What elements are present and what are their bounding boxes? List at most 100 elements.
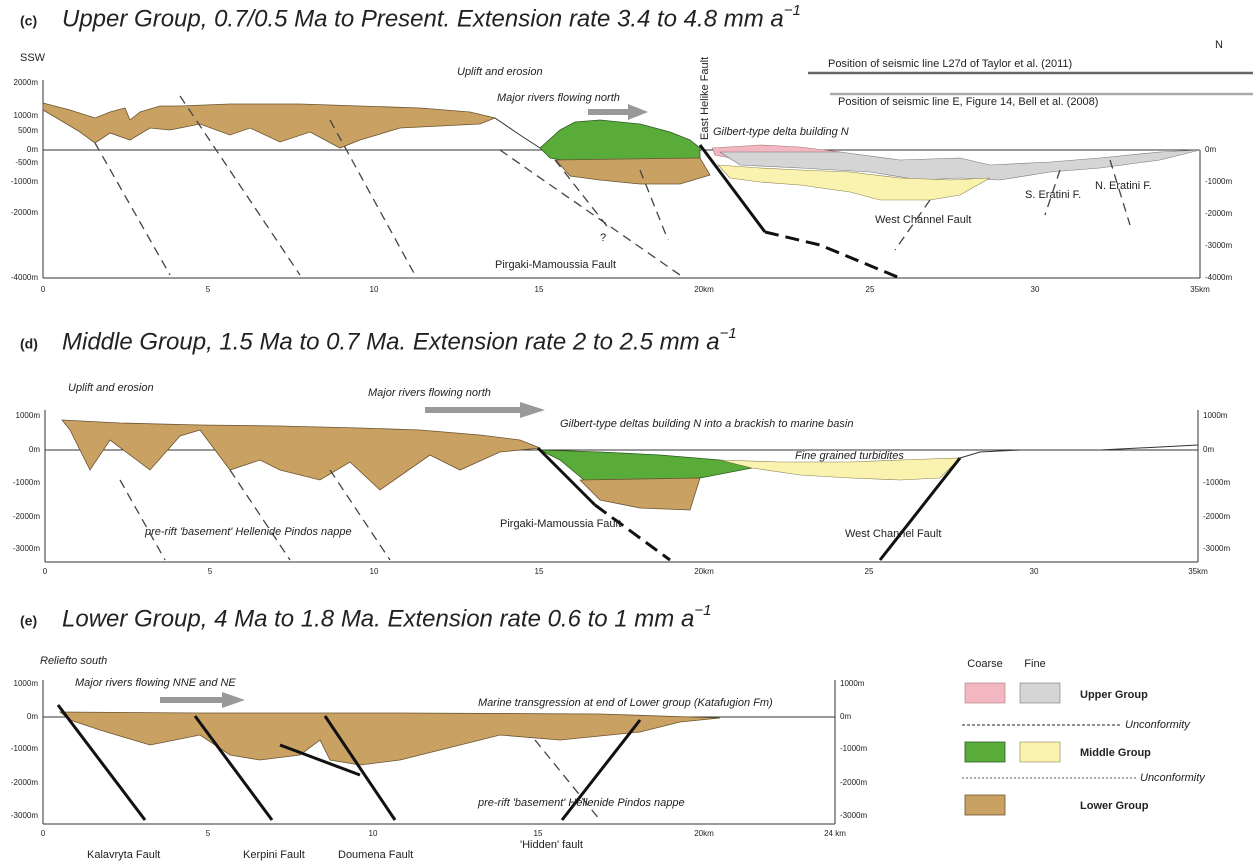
title-superscript: −1 [720,325,737,342]
annotation: Major rivers flowing NNE and NE [75,677,236,689]
y-tick-label: 2000m [14,78,39,87]
y-tick-label: 1000m [16,411,41,420]
annotation: N. Eratini F. [1095,180,1152,192]
fault-label: 'Hidden' fault [520,839,583,851]
annotation: Major rivers flowing north [497,92,620,104]
x-tick-label: 30 [1030,567,1039,576]
panel-label: (c) [20,13,37,29]
annotation: pre-rift 'basement' Hellenide Pindos nap… [477,797,685,809]
y-tick-label: 1000m [1203,411,1228,420]
x-tick-label: 0 [43,567,48,576]
annotation: Position of seismic line E, Figure 14, B… [838,96,1098,108]
y-tick-label: 1000m [14,111,39,120]
x-tick-label: 5 [206,285,211,294]
annotation: Pirgaki-Mamoussia Fault [495,259,616,271]
end-label: N [1215,39,1223,51]
y-tick-label: -4000m [1205,273,1232,282]
y-tick-label: -3000m [1205,241,1232,250]
y-tick-label: -500m [15,158,38,167]
y-tick-label: -1000m [1203,478,1230,487]
y-tick-label: 0m [27,712,38,721]
legend-label: Fine [1024,658,1045,670]
y-tick-label: -1000m [840,744,867,753]
annotation: East Helike Fault [699,57,711,140]
annotation: Uplift and erosion [68,382,154,394]
y-tick-label: -1000m [1205,177,1232,186]
y-tick-label: -2000m [13,512,40,521]
legend-label: Unconformity [1140,772,1206,784]
x-tick-label: 35km [1190,285,1210,294]
annotation: Gilbert-type delta building N [713,126,849,138]
y-tick-label: -4000m [11,273,38,282]
x-tick-label: 15 [535,285,544,294]
y-tick-label: -2000m [1205,209,1232,218]
y-tick-label: 0m [1205,145,1216,154]
annotation: Position of seismic line L27d of Taylor … [828,58,1072,70]
x-tick-label: 0 [41,829,46,838]
annotation: Uplift and erosion [457,66,543,78]
x-tick-label: 10 [369,829,378,838]
legend-label: Lower Group [1080,800,1149,812]
fault-label: Doumena Fault [338,849,413,861]
x-tick-label: 5 [206,829,211,838]
y-tick-label: -3000m [13,544,40,553]
annotation: Marine transgression at end of Lower gro… [478,697,773,709]
fault-label: Kalavryta Fault [87,849,160,861]
figure: (c) Upper Group, 0.7/0.5 Ma to Present. E… [0,0,1253,861]
annotation: Reliefto south [40,655,107,667]
y-tick-label: -3000m [840,811,867,820]
panel-title: Upper Group, 0.7/0.5 Ma to Present. Exte… [62,2,801,32]
panel-label: (d) [20,336,38,352]
x-tick-label: 5 [208,567,213,576]
y-tick-label: 1000m [840,679,865,688]
y-tick-label: 0m [27,145,38,154]
x-tick-label: 35km [1188,567,1208,576]
annotation: Major rivers flowing north [368,387,491,399]
x-tick-label: 20km [694,285,714,294]
panel-title: Middle Group, 1.5 Ma to 0.7 Ma. Extensio… [62,325,737,355]
legend-label: Coarse [967,658,1002,670]
legend-label: Unconformity [1125,719,1191,731]
y-tick-label: -2000m [11,778,38,787]
end-label: SSW [20,52,46,64]
annotation: pre-rift 'basement' Hellenide Pindos nap… [144,526,352,538]
title-superscript: −1 [784,2,801,19]
panel-label: (e) [20,613,37,629]
y-tick-label: 1000m [14,679,39,688]
y-tick-label: 0m [29,445,40,454]
panel-title: Lower Group, 4 Ma to 1.8 Ma. Extension r… [62,602,711,632]
y-tick-label: -1000m [11,177,38,186]
legend-label: Upper Group [1080,689,1148,701]
x-tick-label: 10 [370,285,379,294]
annotation: S. Eratini F. [1025,189,1081,201]
y-tick-label: -3000m [11,811,38,820]
fault-label: Kerpini Fault [243,849,305,861]
annotation: Gilbert-type deltas building N into a br… [560,418,853,430]
x-tick-label: 10 [370,567,379,576]
legend-label: Middle Group [1080,747,1151,759]
annotation: ? [600,232,606,244]
x-tick-label: 20km [694,567,714,576]
x-tick-label: 24 km [824,829,846,838]
x-tick-label: 0 [41,285,46,294]
annotation: West Channel Fault [845,528,941,540]
y-tick-label: 0m [1203,445,1214,454]
y-tick-label: -2000m [1203,512,1230,521]
title-superscript: −1 [694,602,711,619]
x-tick-label: 30 [1031,285,1040,294]
y-tick-label: 0m [840,712,851,721]
x-tick-label: 25 [865,567,874,576]
y-tick-label: -3000m [1203,544,1230,553]
y-tick-label: -2000m [840,778,867,787]
annotation: West Channel Fault [875,214,971,226]
y-tick-label: -1000m [13,478,40,487]
y-tick-label: 500m [18,126,38,135]
x-tick-label: 15 [534,829,543,838]
x-tick-label: 15 [535,567,544,576]
x-tick-label: 25 [866,285,875,294]
annotation: Fine grained turbidites [795,450,904,462]
annotation: Pirgaki-Mamoussia Fault [500,518,621,530]
y-tick-label: -1000m [11,744,38,753]
x-tick-label: 20km [694,829,714,838]
y-tick-label: -2000m [11,208,38,217]
